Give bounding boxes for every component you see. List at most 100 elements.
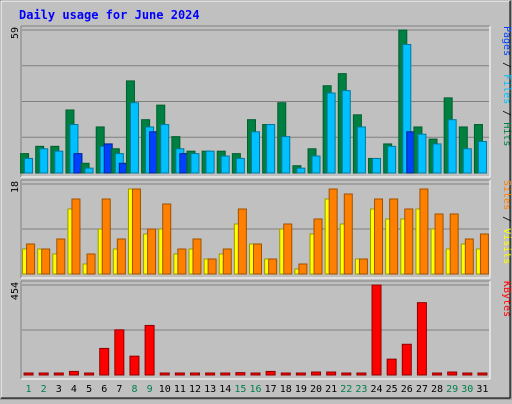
bar-sites-day-17 xyxy=(268,258,278,275)
ymax-label: 59 xyxy=(10,27,21,39)
day-label-20: 20 xyxy=(310,384,322,395)
bar-files-day-30 xyxy=(462,148,472,174)
bar-files-day-3 xyxy=(54,150,64,174)
ymax-label: 18 xyxy=(10,181,21,193)
bar-kbytes-day-18 xyxy=(280,372,291,376)
bar-kbytes-day-1 xyxy=(23,372,34,376)
bar-files-day-23 xyxy=(356,126,366,174)
legend-separator: / xyxy=(501,56,512,74)
day-label-14: 14 xyxy=(219,384,231,395)
bar-files-day-27 xyxy=(417,133,427,174)
day-label-16: 16 xyxy=(249,384,261,395)
day-label-26: 26 xyxy=(401,384,413,395)
bar-kbytes-day-13 xyxy=(205,372,216,376)
legend-hits-files-pages: Pages / Files / Hits xyxy=(501,26,512,146)
bar-sites-day-9 xyxy=(147,228,157,275)
legend-separator: / xyxy=(501,210,512,228)
bar-kbytes-day-23 xyxy=(356,372,367,376)
bar-kbytes-day-14 xyxy=(220,372,231,376)
bar-sites-day-24 xyxy=(374,198,384,275)
day-label-12: 12 xyxy=(189,384,201,395)
bar-kbytes-day-16 xyxy=(250,372,261,376)
bar-files-day-28 xyxy=(432,143,442,174)
bar-sites-day-2 xyxy=(41,248,51,275)
day-label-24: 24 xyxy=(371,384,383,395)
day-label-19: 19 xyxy=(295,384,307,395)
bar-sites-day-23 xyxy=(358,258,368,275)
bar-files-day-24 xyxy=(372,157,382,174)
day-label-2: 2 xyxy=(41,384,47,395)
legend-item-pages: Pages xyxy=(501,26,512,56)
day-label-4: 4 xyxy=(71,384,77,395)
bar-sites-day-22 xyxy=(343,193,353,275)
bar-sites-day-14 xyxy=(222,248,232,275)
bar-kbytes-day-8 xyxy=(129,355,140,376)
bar-files-day-14 xyxy=(220,155,230,174)
day-label-1: 1 xyxy=(26,384,32,395)
bar-sites-day-11 xyxy=(177,248,187,275)
bar-kbytes-day-6 xyxy=(99,347,110,376)
day-label-22: 22 xyxy=(340,384,352,395)
bar-files-day-17 xyxy=(266,124,276,174)
bar-files-day-20 xyxy=(311,155,321,174)
bar-files-day-25 xyxy=(387,145,397,174)
bar-files-day-16 xyxy=(251,131,260,174)
bar-kbytes-day-3 xyxy=(53,372,64,376)
bar-kbytes-day-9 xyxy=(144,324,155,376)
day-label-15: 15 xyxy=(234,384,246,395)
legend-text: Sites / Visits xyxy=(501,180,512,264)
bar-sites-day-28 xyxy=(434,213,444,275)
day-label-8: 8 xyxy=(131,384,137,395)
bar-files-day-1 xyxy=(24,157,34,174)
legend-item-sites: Sites xyxy=(501,180,512,210)
bar-kbytes-day-29 xyxy=(447,371,458,376)
bar-kbytes-day-31 xyxy=(477,372,488,376)
bar-files-day-29 xyxy=(447,119,457,174)
bar-kbytes-day-26 xyxy=(401,343,412,376)
bar-kbytes-day-17 xyxy=(265,370,276,376)
legend-item-visits: Visits xyxy=(501,228,512,264)
bar-files-day-10 xyxy=(160,124,170,174)
bar-sites-day-15 xyxy=(237,208,247,275)
bar-files-day-8 xyxy=(129,102,139,174)
panel-kbytes: 454 KBytes xyxy=(10,280,512,380)
legend-separator: / xyxy=(501,104,512,122)
bar-kbytes-day-2 xyxy=(38,372,49,376)
day-label-28: 28 xyxy=(431,384,443,395)
bar-files-day-18 xyxy=(281,136,291,174)
bar-kbytes-day-27 xyxy=(416,302,427,376)
day-label-30: 30 xyxy=(461,384,473,395)
day-label-9: 9 xyxy=(147,384,153,395)
bar-sites-day-3 xyxy=(56,238,66,275)
legend-text: Pages / Files / Hits xyxy=(501,26,512,146)
bar-sites-day-29 xyxy=(449,213,459,275)
day-label-7: 7 xyxy=(116,384,122,395)
bar-kbytes-day-25 xyxy=(386,358,397,376)
legend-item-files: Files xyxy=(501,74,512,104)
bar-files-day-5 xyxy=(84,167,94,174)
bar-sites-day-27 xyxy=(419,188,429,275)
bar-sites-day-20 xyxy=(313,218,323,275)
day-label-17: 17 xyxy=(265,384,277,395)
legend-visits-sites: Sites / Visits xyxy=(501,180,512,264)
bar-sites-day-4 xyxy=(71,198,81,275)
bar-kbytes-day-30 xyxy=(462,372,473,376)
bar-sites-day-12 xyxy=(192,238,202,275)
panels-layer: 59 Pages / Files / Hits 18 Sites / Visits 45… xyxy=(10,25,512,380)
bar-sites-day-21 xyxy=(328,188,338,275)
bar-sites-day-19 xyxy=(298,263,308,275)
ymax-label: 454 xyxy=(10,282,21,300)
day-label-6: 6 xyxy=(101,384,107,395)
bar-files-day-31 xyxy=(477,140,487,174)
day-label-29: 29 xyxy=(446,384,458,395)
bar-kbytes-day-19 xyxy=(295,372,306,376)
bar-files-day-19 xyxy=(296,167,306,174)
bar-sites-day-25 xyxy=(389,198,399,275)
day-label-13: 13 xyxy=(204,384,216,395)
bar-kbytes-day-10 xyxy=(159,372,170,376)
legend-item-kbytes: KBytes xyxy=(501,281,512,317)
bar-files-day-12 xyxy=(190,153,200,174)
day-label-5: 5 xyxy=(86,384,92,395)
